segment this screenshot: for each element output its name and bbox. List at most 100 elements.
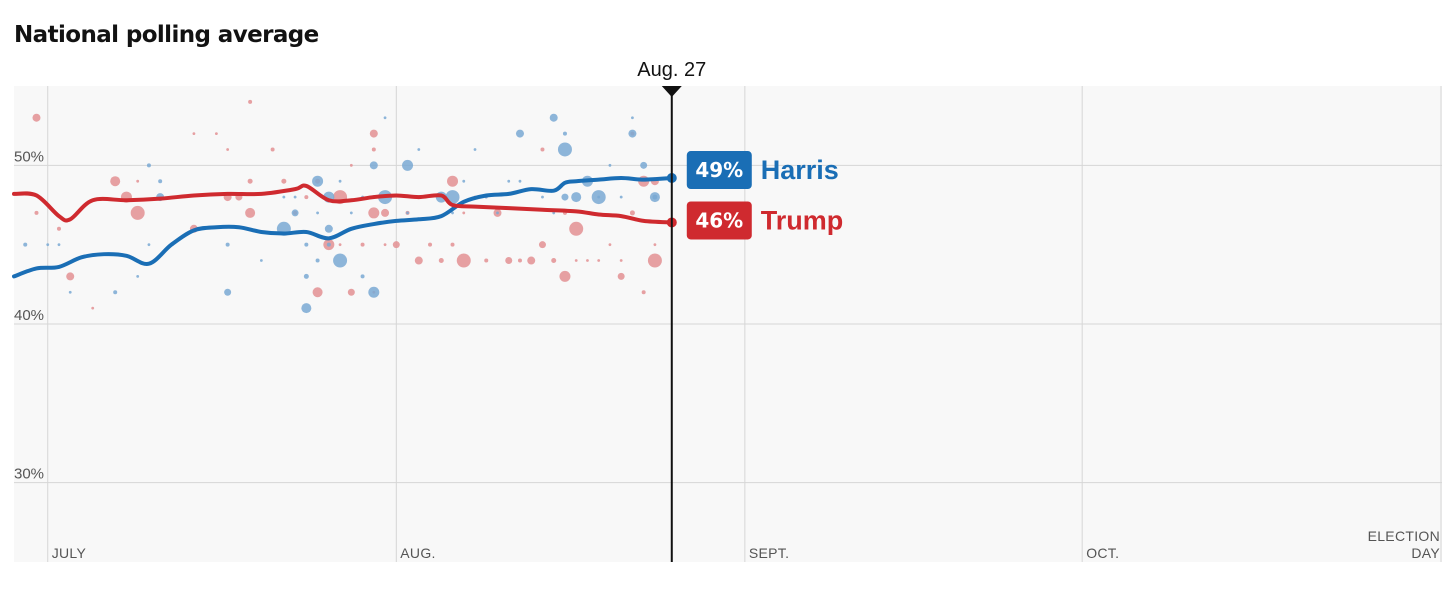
trump-poll-dot <box>462 211 466 215</box>
trump-poll-dot <box>248 99 253 104</box>
harris-poll-dot <box>349 211 353 215</box>
harris-poll-dot <box>57 243 61 247</box>
y-tick-label: 40% <box>14 307 44 324</box>
harris-poll-dot <box>608 163 612 167</box>
harris-poll-dot <box>46 243 50 247</box>
harris-poll-dot <box>224 288 232 296</box>
trump-poll-dot <box>641 290 646 295</box>
trump-poll-dot <box>428 242 433 247</box>
harris-poll-dot <box>406 211 409 215</box>
harris-poll-dot <box>561 193 569 201</box>
trump-poll-dot <box>349 163 353 167</box>
trump-poll-dot <box>360 242 365 247</box>
trump-pct-text: 46% <box>695 208 743 232</box>
harris-poll-dot <box>326 242 331 247</box>
trump-poll-dot <box>540 147 545 152</box>
trump-pct-badge <box>686 201 752 240</box>
harris-poll-dot <box>312 175 324 187</box>
trump-poll-dot <box>192 132 196 136</box>
trump-poll-dot <box>66 272 75 281</box>
harris-poll-dot <box>293 195 297 199</box>
trump-poll-dot <box>369 129 378 138</box>
harris-poll-dot <box>628 129 637 138</box>
trump-line <box>12 183 674 225</box>
harris-poll-dot <box>640 161 648 169</box>
trump-poll-dot <box>414 256 423 265</box>
trump-poll-dot <box>617 272 625 280</box>
trump-poll-dot <box>629 210 635 216</box>
harris-poll-dot <box>473 148 477 151</box>
harris-poll-dot <box>562 131 567 136</box>
harris-poll-dot <box>557 142 572 157</box>
trump-poll-dot <box>56 226 61 231</box>
harris-poll-dot <box>417 148 421 151</box>
harris-poll-dot <box>136 275 140 278</box>
trump-poll-dot <box>551 258 557 264</box>
harris-poll-dot <box>68 290 72 294</box>
trump-poll-dot <box>569 221 584 236</box>
trump-poll-dot <box>559 270 571 282</box>
x-tick-label: ELECTION <box>1368 528 1440 544</box>
harris-poll-dot <box>304 242 309 247</box>
chart-title: National polling average <box>14 22 319 48</box>
x-tick-label: SEPT. <box>749 545 789 561</box>
trump-poll-dot <box>214 132 218 136</box>
trump-poll-dot <box>538 241 546 249</box>
trump-poll-dot <box>245 207 256 218</box>
trump-poll-dot <box>586 259 589 262</box>
harris-poll-dot <box>369 161 378 170</box>
trump-poll-dot <box>338 243 342 247</box>
harris-poll-dot <box>451 211 454 215</box>
trump-end-label: 46% Trump <box>686 201 844 240</box>
harris-poll-dot <box>147 243 151 247</box>
harris-poll-dot <box>23 242 28 247</box>
trump-poll-dot <box>371 147 376 152</box>
trump-poll-dot <box>304 195 309 200</box>
harris-poll-dot <box>515 129 524 138</box>
trump-poll-dot <box>505 257 513 265</box>
harris-poll-dot <box>291 209 299 217</box>
trump-poll-dot <box>438 258 444 264</box>
harris-poll-dot <box>259 259 263 262</box>
trump-poll-dot <box>91 306 95 310</box>
trump-poll-dot <box>32 113 41 122</box>
harris-poll-dot <box>338 179 342 183</box>
harris-poll-dot <box>383 116 387 120</box>
trump-poll-dot <box>608 243 612 247</box>
harris-poll-dot <box>496 211 499 215</box>
harris-poll-dot <box>368 286 380 298</box>
trump-poll-dot <box>381 208 390 217</box>
harris-poll-dot <box>402 159 414 171</box>
trump-poll-dot <box>574 259 578 262</box>
harris-poll-dot <box>631 116 634 120</box>
harris-poll-dot <box>146 163 151 168</box>
y-tick-label: 50% <box>14 148 44 165</box>
harris-poll-dot <box>541 195 544 199</box>
x-tick-label: AUG. <box>400 545 435 561</box>
trump-poll-dot <box>281 178 287 184</box>
end-labels: 49% Harris 46% Trump <box>686 151 844 240</box>
trump-poll-dot <box>647 253 662 268</box>
trump-poll-dot <box>368 207 380 219</box>
harris-pct-text: 49% <box>695 158 743 182</box>
harris-poll-dot <box>282 195 286 199</box>
harris-poll-dot <box>225 242 230 247</box>
harris-poll-dot <box>619 195 623 199</box>
harris-pct-badge <box>686 151 752 190</box>
harris-poll-dot <box>301 303 312 314</box>
trump-poll-dot <box>456 253 471 268</box>
harris-end-label: 49% Harris <box>686 151 839 190</box>
trump-poll-dot <box>247 178 253 184</box>
trump-poll-dot <box>447 175 459 187</box>
trump-poll-dot <box>527 256 536 265</box>
current-date-marker: Aug. 27 <box>637 59 706 562</box>
trump-name-label: Trump <box>761 205 844 235</box>
harris-poll-dot <box>360 274 365 279</box>
trump-poll-dot <box>110 176 121 187</box>
harris-poll-dot <box>549 113 558 122</box>
harris-poll-dot <box>649 192 660 203</box>
trump-poll-dot <box>226 148 230 151</box>
harris-name-label: Harris <box>761 155 839 185</box>
